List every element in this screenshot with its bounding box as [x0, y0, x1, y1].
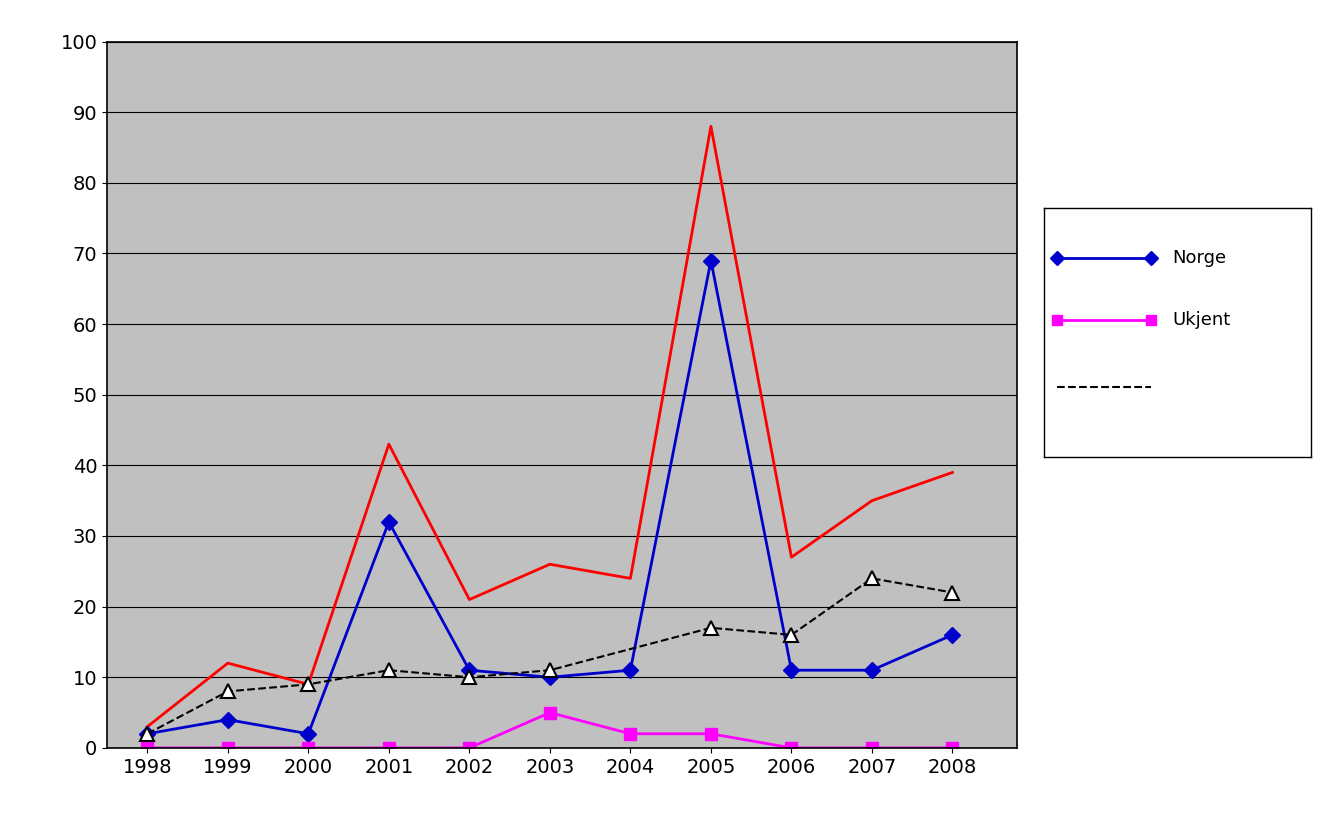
Text: Ukjent: Ukjent: [1172, 311, 1231, 329]
Text: Norge: Norge: [1172, 248, 1226, 267]
